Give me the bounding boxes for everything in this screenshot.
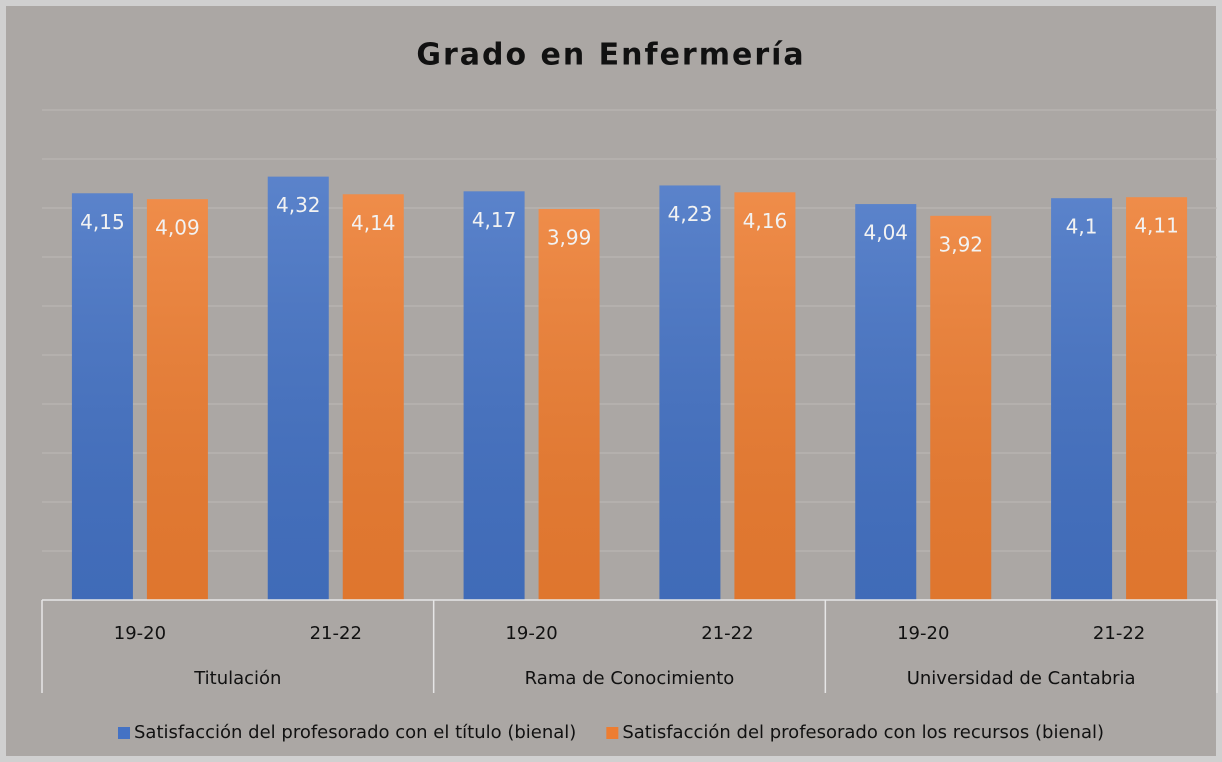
bar-sheen [146,199,208,600]
x-tick-label: 19-20 [114,623,166,644]
group-label: Rama de Conocimiento [525,668,735,689]
bar-sheen [342,194,404,600]
bar-sheen [463,191,525,600]
data-label: 3,99 [547,225,592,249]
data-label: 4,11 [1134,214,1179,238]
x-tick-label: 21-22 [1093,623,1145,644]
bar-sheen [855,204,917,600]
bar-sheen [734,192,796,600]
x-tick-label: 21-22 [701,623,753,644]
data-label: 4,14 [351,211,396,235]
data-label: 4,17 [472,208,517,232]
legend-label: Satisfacción del profesorado con los rec… [622,722,1104,743]
chart-title: Grado en Enfermería [416,38,805,73]
bar-sheen [659,185,721,600]
bar-sheen [1051,198,1113,600]
bar-sheen [71,193,133,601]
data-label: 4,1 [1066,215,1098,239]
data-label: 4,04 [863,221,908,245]
x-tick-label: 21-22 [310,623,362,644]
data-label: 4,15 [80,210,125,234]
data-label: 4,16 [743,209,788,233]
bar-sheen [538,208,600,601]
group-label: Universidad de Cantabria [907,668,1136,689]
bar-sheen [1126,197,1188,600]
legend-label: Satisfacción del profesorado con el títu… [134,722,576,743]
data-label: 3,92 [938,232,983,256]
bar-sheen [930,215,992,600]
data-label: 4,09 [155,216,200,240]
x-tick-label: 19-20 [897,623,949,644]
group-label: Titulación [193,668,281,689]
data-label: 4,23 [668,202,713,226]
legend-swatch [606,727,619,739]
bar-sheen [267,176,329,600]
legend-swatch [117,727,130,739]
data-label: 4,32 [276,193,321,217]
x-tick-label: 19-20 [505,623,557,644]
